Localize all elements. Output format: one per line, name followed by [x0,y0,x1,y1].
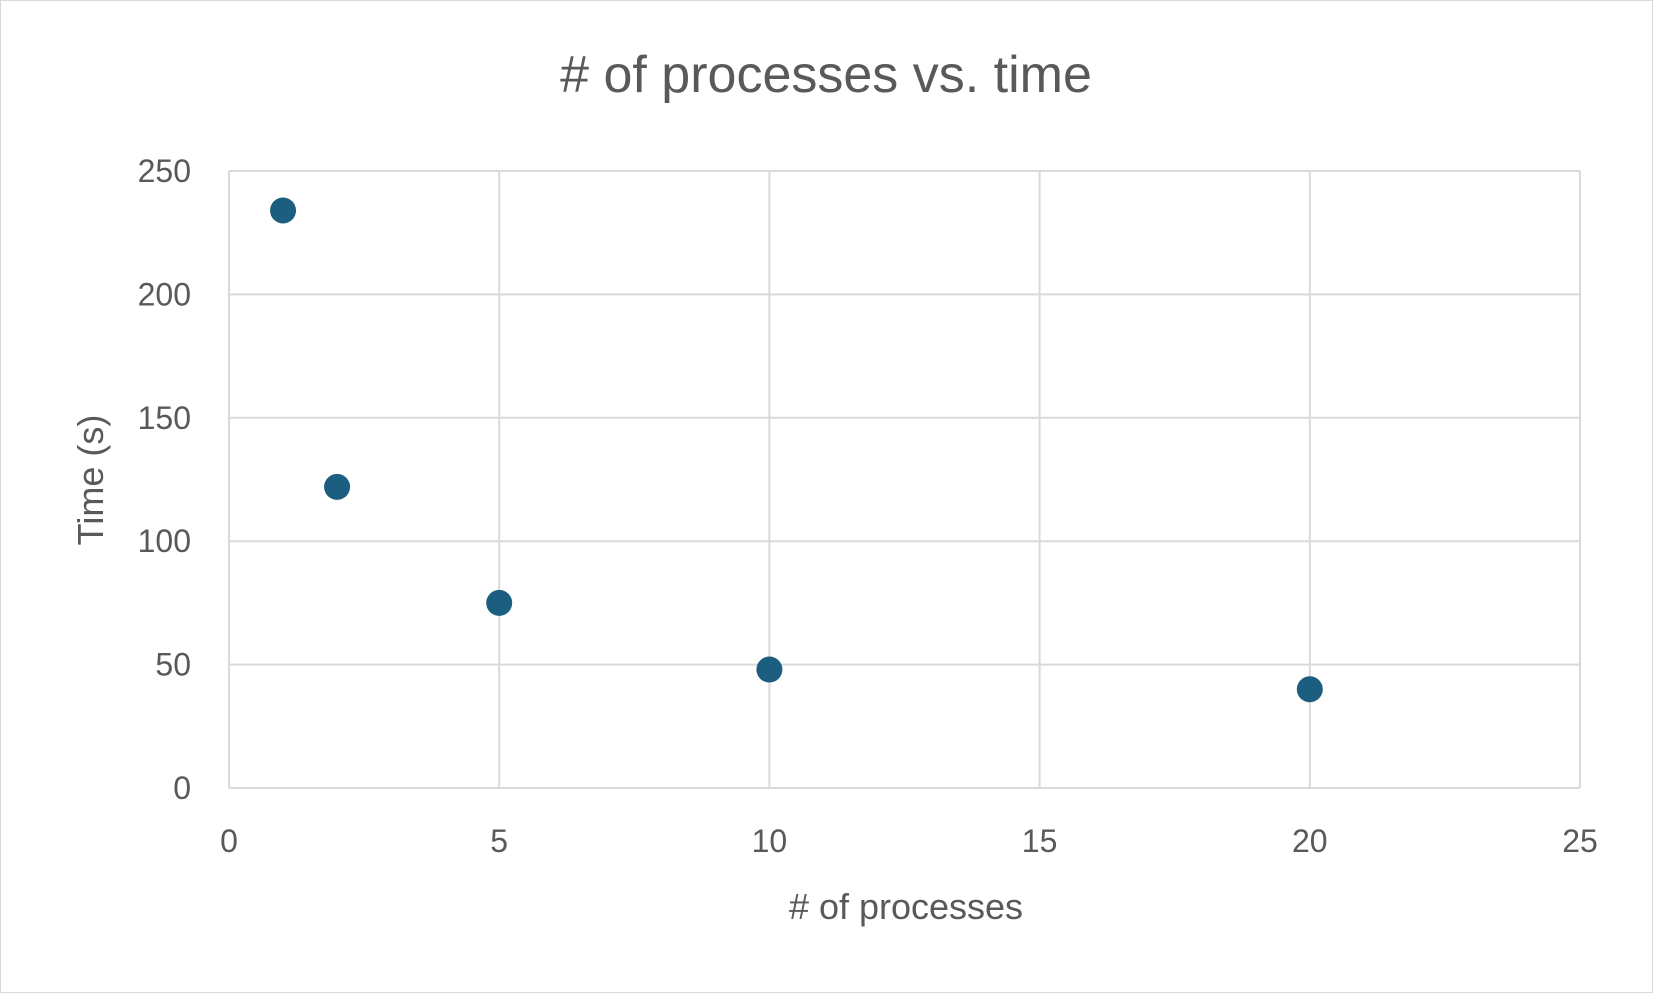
data-point-3 [486,589,513,616]
y-tick-label-250: 250 [138,153,191,189]
y-tick-label-0: 0 [173,770,191,806]
y-tick-label-150: 150 [138,400,191,436]
x-tick-label-15: 15 [1022,823,1058,859]
data-point-2 [324,473,351,500]
y-tick-label-100: 100 [138,523,191,559]
y-tick-label-200: 200 [138,276,191,312]
y-axis-ticks: 0 50 100 150 200 250 [138,153,191,806]
data-point-1 [270,197,297,224]
x-tick-label-5: 5 [490,823,508,859]
x-tick-label-20: 20 [1292,823,1328,859]
x-axis-title: # of processes [789,886,1023,927]
data-points [270,197,1323,703]
chart-title: # of processes vs. time [560,46,1092,104]
x-tick-label-0: 0 [220,823,238,859]
x-tick-label-10: 10 [752,823,788,859]
data-point-4 [756,656,783,683]
grid-lines [228,170,1581,789]
y-axis-title: Time (s) [70,415,111,546]
x-axis-ticks: 0 5 10 15 20 25 [220,823,1598,859]
x-tick-label-25: 25 [1562,823,1598,859]
data-point-5 [1296,676,1323,703]
y-tick-label-50: 50 [155,647,191,683]
